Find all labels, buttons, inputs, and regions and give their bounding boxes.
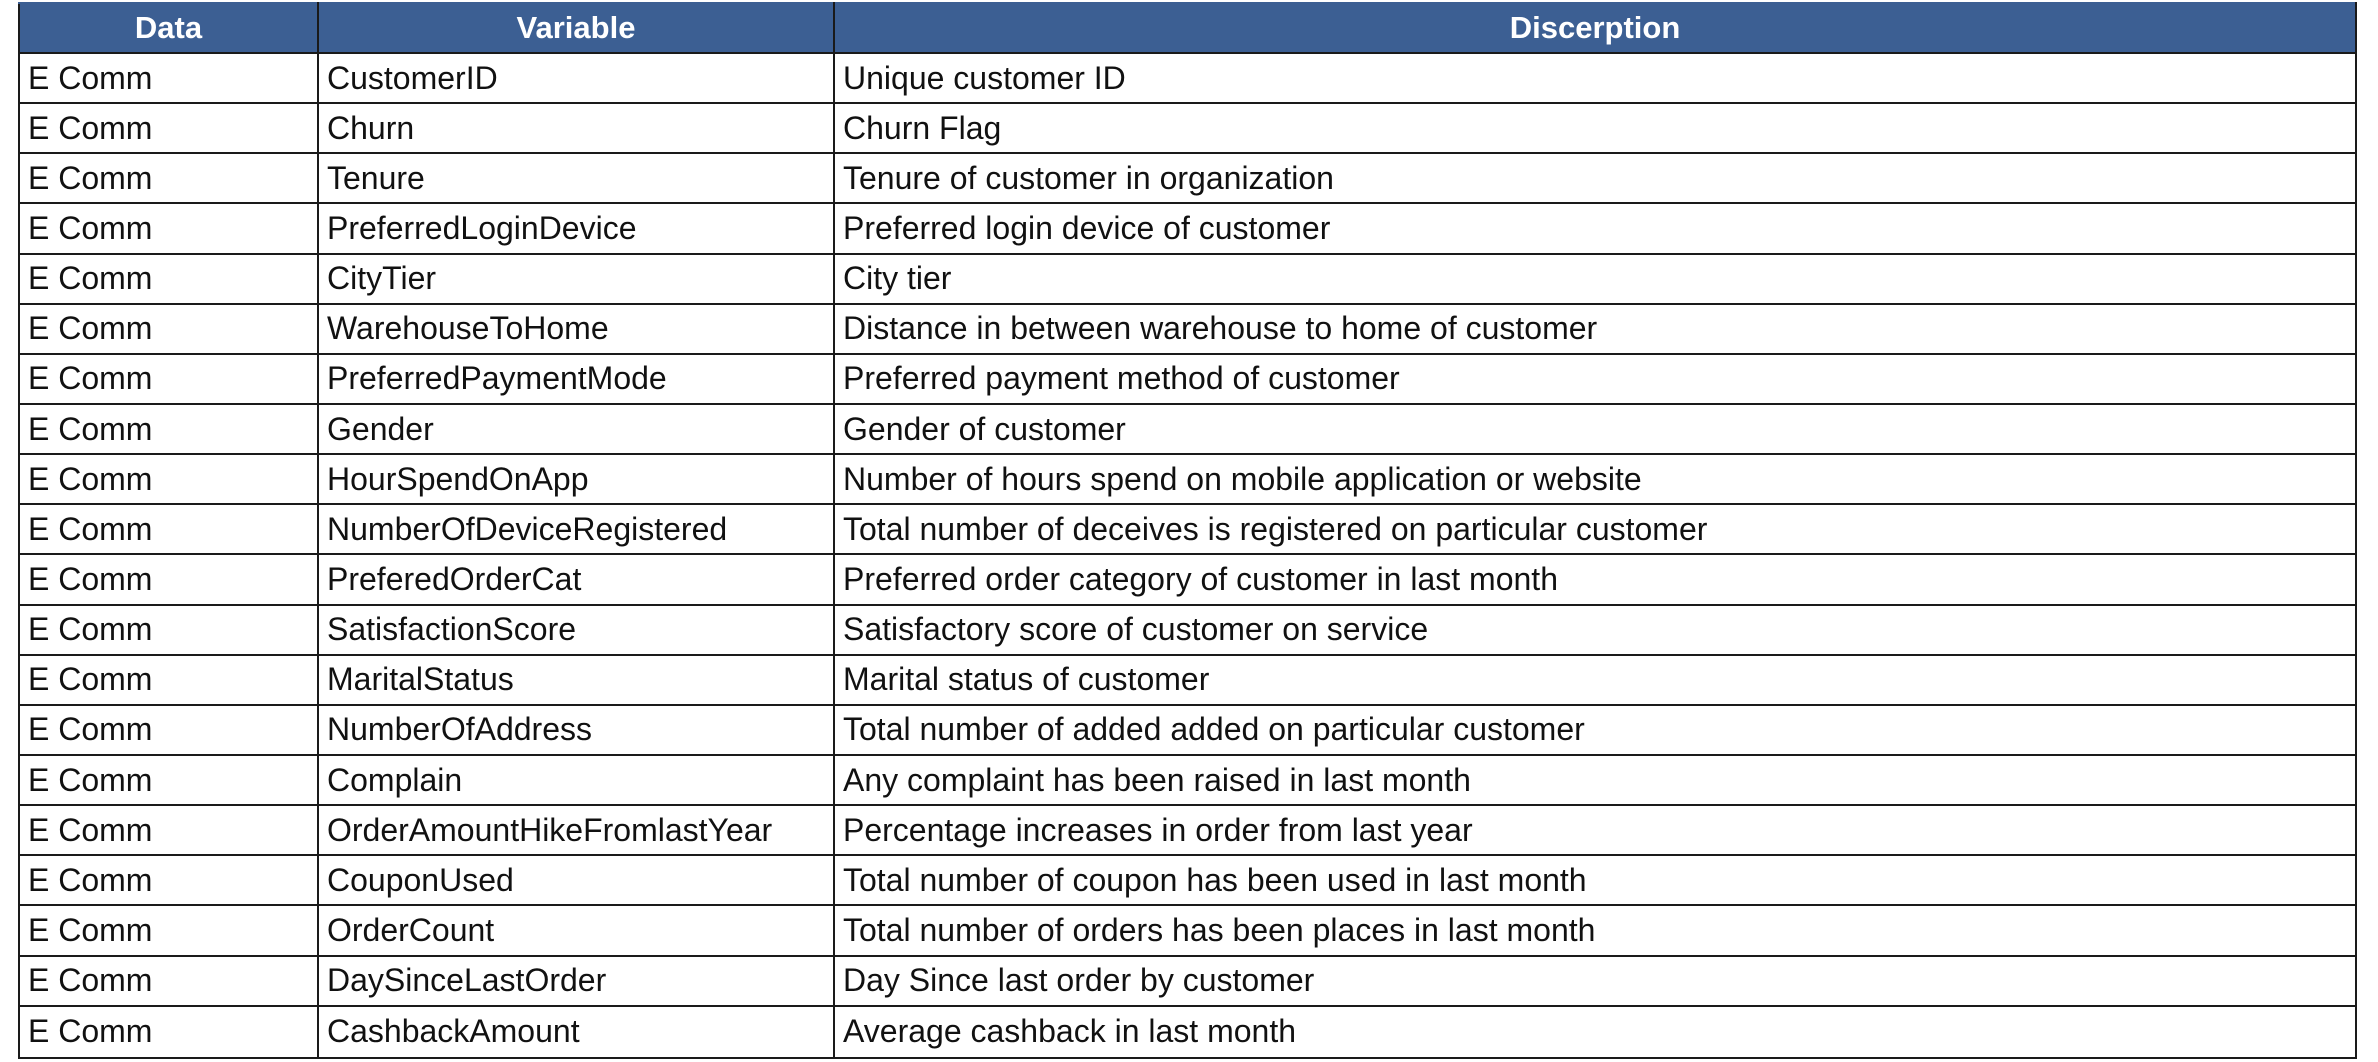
variable-cell: Churn xyxy=(317,102,835,155)
table-row: E Comm Churn Churn Flag xyxy=(18,102,2357,155)
table-row: E Comm PreferredPaymentMode Preferred paym… xyxy=(18,352,2357,405)
data-dictionary-table: Data Variable Discerption E Comm Customer… xyxy=(18,2,2357,1060)
variable-cell: Gender xyxy=(317,402,835,456)
table-row: E Comm HourSpendOnApp Number of hours spen… xyxy=(18,453,2357,506)
data-cell: E Comm xyxy=(18,302,319,355)
data-cell: E Comm xyxy=(18,954,319,1007)
data-cell: E Comm xyxy=(18,653,319,706)
data-cell: E Comm xyxy=(18,553,319,606)
data-cell: E Comm xyxy=(18,453,319,506)
table-row: E Comm SatisfactionScore Satisfactory scor… xyxy=(18,603,2357,656)
table-body: E Comm CustomerID Unique customer ID E Comm… xyxy=(18,51,2357,1060)
description-cell: Total number of added added on particula… xyxy=(833,703,2357,756)
data-cell: E Comm xyxy=(18,753,319,807)
description-cell: Average cashback in last month xyxy=(833,1004,2357,1060)
data-cell: E Comm xyxy=(18,854,319,907)
table-row: E Comm CityTier City tier xyxy=(18,252,2357,305)
header-data: Data xyxy=(18,2,319,54)
variable-cell: MaritalStatus xyxy=(317,653,835,706)
header-variable: Variable xyxy=(317,2,835,54)
data-cell: E Comm xyxy=(18,703,319,756)
description-cell: Gender of customer xyxy=(833,402,2357,456)
data-cell: E Comm xyxy=(18,102,319,155)
data-cell: E Comm xyxy=(18,152,319,205)
description-cell: Marital status of customer xyxy=(833,653,2357,706)
table-header: Data Variable Discerption xyxy=(18,2,2357,54)
variable-cell: CouponUsed xyxy=(317,854,835,907)
description-cell: Churn Flag xyxy=(833,102,2357,155)
variable-cell: Complain xyxy=(317,753,835,807)
data-cell: E Comm xyxy=(18,904,319,957)
description-cell: Satisfactory score of customer on servic… xyxy=(833,603,2357,656)
header-row: Data Variable Discerption xyxy=(18,2,2357,54)
description-cell: Day Since last order by customer xyxy=(833,954,2357,1007)
description-cell: Any complaint has been raised in last mo… xyxy=(833,753,2357,807)
variable-cell: SatisfactionScore xyxy=(317,603,835,656)
table-row: E Comm Tenure Tenure of customer in organi… xyxy=(18,152,2357,205)
variable-cell: PreferredPaymentMode xyxy=(317,352,835,405)
variable-cell: DaySinceLastOrder xyxy=(317,954,835,1007)
data-cell: E Comm xyxy=(18,402,319,456)
data-cell: E Comm xyxy=(18,804,319,857)
description-cell: Percentage increases in order from last … xyxy=(833,804,2357,857)
description-cell: Total number of coupon has been used in … xyxy=(833,854,2357,907)
description-cell: Tenure of customer in organization xyxy=(833,152,2357,205)
table-row: E Comm PreferedOrderCat Preferred order ca… xyxy=(18,553,2357,606)
header-description: Discerption xyxy=(833,2,2357,54)
data-cell: E Comm xyxy=(18,252,319,305)
description-cell: Preferred payment method of customer xyxy=(833,352,2357,405)
table-row: E Comm NumberOfAddress Total number of add… xyxy=(18,703,2357,756)
variable-cell: NumberOfDeviceRegistered xyxy=(317,503,835,556)
table-row: E Comm CustomerID Unique customer ID xyxy=(18,51,2357,105)
variable-cell: CashbackAmount xyxy=(317,1004,835,1060)
variable-cell: CityTier xyxy=(317,252,835,305)
description-cell: Total number of orders has been places i… xyxy=(833,904,2357,957)
data-cell: E Comm xyxy=(18,51,319,105)
description-cell: Total number of deceives is registered o… xyxy=(833,503,2357,556)
data-cell: E Comm xyxy=(18,1004,319,1060)
description-cell: Number of hours spend on mobile applicat… xyxy=(833,453,2357,506)
description-cell: Distance in between warehouse to home of… xyxy=(833,302,2357,355)
variable-cell: WarehouseToHome xyxy=(317,302,835,355)
table-row: E Comm NumberOfDeviceRegistered Total numb… xyxy=(18,503,2357,556)
table-row: E Comm WarehouseToHome Distance in between… xyxy=(18,302,2357,355)
table-row: E Comm CouponUsed Total number of coupon h… xyxy=(18,854,2357,907)
table-row: E Comm Complain Any complaint has been rai… xyxy=(18,753,2357,807)
table-row: E Comm CashbackAmount Average cashback in … xyxy=(18,1004,2357,1060)
data-cell: E Comm xyxy=(18,503,319,556)
data-cell: E Comm xyxy=(18,202,319,255)
table-row: E Comm OrderAmountHikeFromlastYear Percent… xyxy=(18,804,2357,857)
description-cell: City tier xyxy=(833,252,2357,305)
data-cell: E Comm xyxy=(18,603,319,656)
table-row: E Comm PreferredLoginDevice Preferred logi… xyxy=(18,202,2357,255)
table-row: E Comm DaySinceLastOrder Day Since last or… xyxy=(18,954,2357,1007)
variable-cell: Tenure xyxy=(317,152,835,205)
variable-cell: HourSpendOnApp xyxy=(317,453,835,506)
description-cell: Preferred login device of customer xyxy=(833,202,2357,255)
variable-cell: OrderCount xyxy=(317,904,835,957)
data-cell: E Comm xyxy=(18,352,319,405)
table-row: E Comm OrderCount Total number of orders h… xyxy=(18,904,2357,957)
description-cell: Preferred order category of customer in … xyxy=(833,553,2357,606)
variable-cell: PreferredLoginDevice xyxy=(317,202,835,255)
table-row: E Comm Gender Gender of customer xyxy=(18,402,2357,456)
variable-cell: CustomerID xyxy=(317,51,835,105)
data-dictionary-sheet: Data Variable Discerption E Comm Customer… xyxy=(18,2,2357,1060)
variable-cell: OrderAmountHikeFromlastYear xyxy=(317,804,835,857)
table-row: E Comm MaritalStatus Marital status of cus… xyxy=(18,653,2357,706)
variable-cell: NumberOfAddress xyxy=(317,703,835,756)
description-cell: Unique customer ID xyxy=(833,51,2357,105)
variable-cell: PreferedOrderCat xyxy=(317,553,835,606)
